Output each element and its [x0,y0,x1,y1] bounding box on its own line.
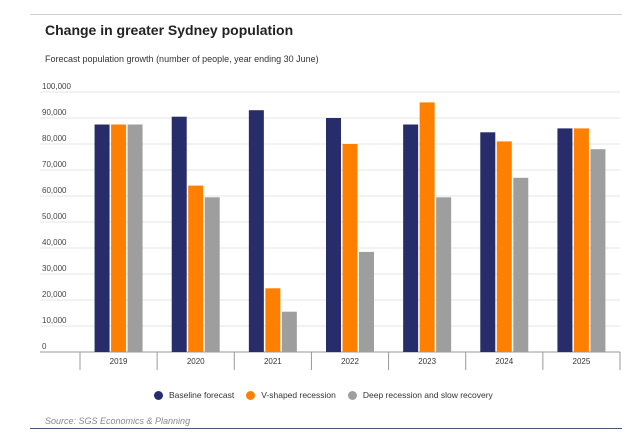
legend-swatch-deep-recession [347,390,357,400]
bar-2019-series-1 [94,124,110,352]
legend-item-deep-recession: Deep recession and slow recovery [347,390,493,400]
bar-2024-series-2 [496,141,512,352]
bar-2023-series-2 [419,102,435,353]
top-rule [30,14,622,15]
chart-subtitle: Forecast population growth (number of pe… [45,54,319,64]
bar-2024-series-3 [513,177,529,352]
bar-2022-series-3 [359,251,374,352]
bar-2023-series-3 [436,197,452,352]
y-tick-label: 70,000 [42,160,67,169]
bar-2020-series-3 [204,197,220,352]
bar-2024-series-1 [480,132,496,352]
y-tick-label: 30,000 [42,264,67,273]
x-tick-label: 2021 [264,357,282,366]
y-tick-label: 100,000 [42,82,71,91]
legend-label-baseline: Baseline forecast [169,390,235,400]
legend-swatch-v-shaped [246,390,256,400]
y-tick-label: 10,000 [42,316,67,325]
y-tick-label: 0 [42,342,47,351]
bar-2023-series-1 [403,124,419,352]
bar-2020-series-1 [171,116,187,352]
bar-2021-series-3 [281,311,297,352]
x-tick-label: 2019 [110,357,128,366]
legend-item-baseline: Baseline forecast [154,390,234,400]
legend-item-v-shaped: V-shaped recession [246,390,336,400]
source-note: Source: SGS Economics & Planning [45,416,191,426]
y-tick-label: 60,000 [42,186,67,195]
legend-label-v-shaped: V-shaped recession [261,390,336,400]
bar-2025-series-2 [573,128,589,352]
bar-2022-series-2 [342,144,358,352]
x-tick-label: 2020 [187,357,205,366]
bar-2021-series-2 [265,288,281,352]
bar-2022-series-1 [326,118,341,352]
bar-2025-series-3 [590,149,606,352]
bar-2021-series-1 [248,110,264,352]
bar-2019-series-2 [111,124,127,352]
bar-2020-series-2 [188,185,204,352]
y-tick-label: 40,000 [42,238,67,247]
legend-label-deep-recession: Deep recession and slow recovery [362,390,493,400]
x-tick-label: 2023 [418,357,436,366]
bar-2019-series-3 [127,124,143,352]
legend: Baseline forecast V-shaped recession Dee… [154,388,505,402]
x-tick-label: 2022 [341,357,359,366]
x-tick-label: 2025 [573,357,591,366]
bar-2025-series-1 [557,128,573,352]
y-tick-label: 50,000 [42,212,67,221]
y-tick-label: 90,000 [42,108,67,117]
bottom-rule [30,428,622,429]
x-tick-label: 2024 [495,357,513,366]
y-tick-label: 80,000 [42,134,67,143]
legend-swatch-baseline [154,390,163,400]
chart-title: Change in greater Sydney population [45,22,294,38]
y-tick-label: 20,000 [42,290,67,299]
